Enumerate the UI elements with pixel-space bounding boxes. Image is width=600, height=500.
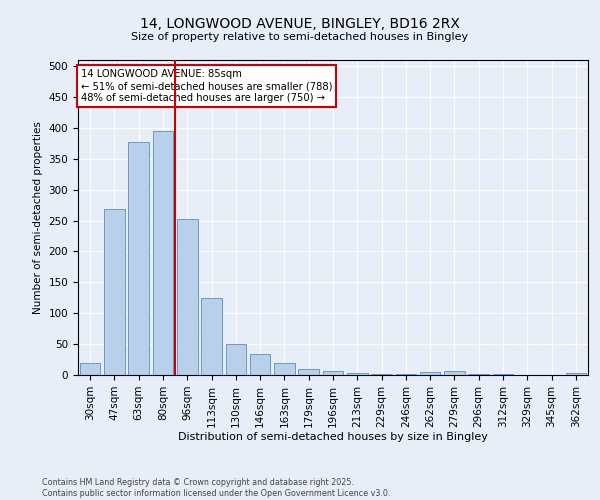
Bar [323,372,343,375]
Bar [395,374,416,375]
Bar [420,372,440,375]
Bar [152,131,173,375]
Bar [469,374,489,375]
Y-axis label: Number of semi-detached properties: Number of semi-detached properties [33,121,43,314]
Text: Size of property relative to semi-detached houses in Bingley: Size of property relative to semi-detach… [131,32,469,42]
Bar [444,370,465,375]
Bar [250,354,271,375]
Bar [104,210,125,375]
Bar [493,374,514,375]
Text: 14, LONGWOOD AVENUE, BINGLEY, BD16 2RX: 14, LONGWOOD AVENUE, BINGLEY, BD16 2RX [140,18,460,32]
Bar [226,344,246,375]
X-axis label: Distribution of semi-detached houses by size in Bingley: Distribution of semi-detached houses by … [178,432,488,442]
Bar [80,362,100,375]
Bar [347,373,368,375]
Text: Contains HM Land Registry data © Crown copyright and database right 2025.
Contai: Contains HM Land Registry data © Crown c… [42,478,391,498]
Bar [566,373,586,375]
Bar [128,142,149,375]
Bar [298,369,319,375]
Bar [201,298,222,375]
Text: 14 LONGWOOD AVENUE: 85sqm
← 51% of semi-detached houses are smaller (788)
48% of: 14 LONGWOOD AVENUE: 85sqm ← 51% of semi-… [80,70,332,102]
Bar [371,374,392,375]
Bar [274,362,295,375]
Bar [177,218,197,375]
